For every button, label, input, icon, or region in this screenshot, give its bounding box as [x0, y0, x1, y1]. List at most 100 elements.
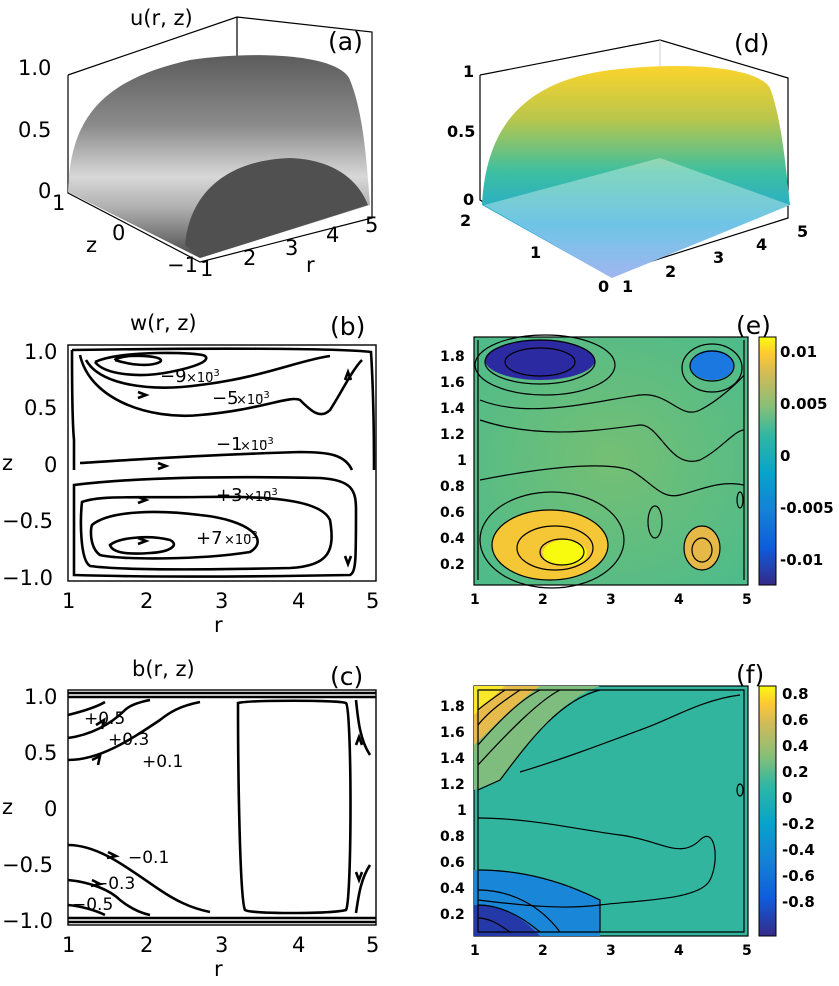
panel-e-cbar-tick-1: 0.01 — [780, 343, 817, 361]
panel-c-contour-label-4: −0.1 — [128, 848, 169, 868]
panel-b-contour-label-5: +7 ×10 −3 — [196, 528, 258, 549]
panel-c-letter: (c) — [330, 662, 363, 691]
svg-text:+3: +3 — [216, 485, 243, 506]
panel-f-ytick-8: 0.4 — [440, 881, 465, 897]
panel-c-axes — [67, 689, 377, 926]
panel-e-xtick-3: 3 — [606, 592, 616, 608]
svg-text:×10: ×10 — [240, 439, 267, 454]
panel-c-xtick-5: 5 — [366, 933, 379, 957]
panel-a-rtick-5: 5 — [365, 213, 378, 237]
panel-d-ztick-1: 1 — [463, 62, 474, 81]
panel-e-ytick-9: 0.2 — [440, 557, 465, 573]
panel-b-xtick-3: 3 — [215, 589, 228, 613]
panel-f-cbar-tick-7: -0.4 — [782, 841, 815, 859]
panel-c-ytick-1: 1.0 — [24, 685, 57, 709]
svg-text:×10: ×10 — [244, 490, 271, 505]
panel-c-ytick-2: 0.5 — [24, 741, 57, 765]
panel-d-rtick-1: 1 — [622, 277, 633, 296]
panel-f-ytick-5: 1 — [457, 803, 467, 819]
panel-e-ytick-7: 0.6 — [440, 505, 465, 521]
svg-text:×10: ×10 — [224, 533, 251, 548]
panel-e-ytick-4: 1.2 — [440, 427, 465, 443]
panel-b-xtick-1: 1 — [62, 589, 75, 613]
panel-c-contour-label-2: +0.3 — [108, 730, 149, 750]
panel-b-xtick-2: 2 — [140, 589, 153, 613]
panel-f-cbar-tick-1: 0.8 — [782, 685, 809, 703]
panel-c-contour-label-3: +0.1 — [142, 752, 183, 772]
panel-a-ztick-1: 1.0 — [18, 56, 51, 80]
panel-f-ytick-1: 1.8 — [440, 699, 465, 715]
panel-f-cbar-tick-3: 0.4 — [782, 737, 809, 755]
panel-e-contours — [474, 334, 745, 589]
panel-d: (d) 1 0.5 0 2 1 0 1 2 3 4 5 — [447, 29, 808, 296]
panel-f-xtick-5: 5 — [742, 943, 752, 959]
panel-b-contour-label-4: +3 ×10 −3 — [216, 485, 278, 506]
svg-text:−1: −1 — [216, 434, 243, 455]
svg-text:−3: −3 — [255, 390, 270, 401]
panel-a-title: u(r, z) — [130, 6, 193, 30]
panel-f-xtick-3: 3 — [606, 943, 616, 959]
panel-f-letter: (f) — [736, 660, 764, 689]
panel-d-ztick-2: 0.5 — [447, 122, 475, 141]
panel-a-rtick-2: 2 — [243, 246, 256, 270]
panel-b-contour-label-1: −9 ×10 −3 — [160, 366, 220, 387]
panel-c-ylabel: z — [2, 795, 13, 819]
panel-f-min-region — [474, 905, 540, 936]
panel-f-ytick-4: 1.2 — [440, 777, 465, 793]
panel-b-contour-label-3: −1 ×10 −3 — [216, 434, 274, 455]
panel-a-ztick-3: 0 — [38, 179, 51, 203]
panel-d-rtick-2: 2 — [665, 262, 676, 281]
panel-d-lefttick-2: 1 — [530, 243, 541, 262]
panel-a-rtick-4: 4 — [326, 223, 339, 247]
panel-a-zside-3: −1 — [167, 253, 198, 277]
panel-a-surface-front — [185, 158, 368, 258]
panel-f-cbar-tick-2: 0.6 — [782, 711, 809, 729]
panel-a: u(r, z) (a) 1.0 0.5 0 1 0 z −1 1 2 3 r 4… — [18, 6, 378, 281]
panel-e-xtick-5: 5 — [742, 592, 752, 608]
panel-d-rtick-3: 3 — [713, 248, 724, 267]
panel-f-ytick-7: 0.6 — [440, 855, 465, 871]
panel-e-ytick-8: 0.4 — [440, 531, 465, 547]
panel-c-contour-label-6: −0.5 — [72, 895, 113, 915]
panel-a-letter: (a) — [328, 27, 363, 56]
svg-text:−3: −3 — [243, 530, 258, 541]
svg-text:+7: +7 — [196, 528, 223, 549]
panel-c-xlabel: r — [214, 957, 223, 981]
panel-c-contour-label-1: +0.5 — [84, 709, 125, 729]
panel-e-letter: (e) — [736, 311, 771, 340]
svg-text:−5: −5 — [212, 388, 239, 409]
panel-c-ytick-4: −0.5 — [2, 853, 53, 877]
panel-e-ytick-2: 1.6 — [440, 375, 465, 391]
panel-f-xtick-4: 4 — [674, 943, 684, 959]
svg-text:−9: −9 — [160, 366, 187, 387]
panel-b-ytick-1: 1.0 — [24, 340, 57, 364]
panel-d-lefttick-1: 2 — [460, 211, 471, 230]
panel-f-ytick-3: 1.4 — [440, 751, 465, 767]
panel-c-contours — [67, 691, 376, 924]
panel-d-rtick-5: 5 — [797, 222, 808, 241]
panel-b-ytick-2: 0.5 — [24, 396, 57, 420]
panel-f-cbar-tick-8: -0.6 — [782, 867, 815, 885]
panel-f-ytick-2: 1.6 — [440, 725, 465, 741]
panel-d-ztick-3: 0 — [463, 190, 474, 209]
panel-e-min2-region — [690, 350, 734, 380]
panel-c-ytick-5: −1.0 — [2, 909, 53, 933]
panel-c-xtick-3: 3 — [215, 933, 228, 957]
panel-b-ytick-4: −0.5 — [2, 509, 53, 533]
panel-a-ztick-2: 0.5 — [18, 118, 51, 142]
panel-a-rtick-1: 1 — [200, 257, 213, 281]
panel-e-cbar-tick-5: -0.01 — [780, 551, 823, 569]
panel-e-xtick-2: 2 — [538, 592, 548, 608]
panel-b-ylabel: z — [2, 451, 13, 475]
panel-b-xtick-4: 4 — [292, 589, 305, 613]
panel-b-ytick-3: 0 — [44, 453, 57, 477]
panel-e-xtick-4: 4 — [674, 592, 684, 608]
panel-b-xtick-5: 5 — [366, 589, 379, 613]
panel-f-cbar-tick-6: -0.2 — [782, 815, 815, 833]
panel-c-xtick-4: 4 — [292, 933, 305, 957]
panel-c-xtick-2: 2 — [140, 933, 153, 957]
panel-c-contour-label-5: −0.3 — [94, 874, 135, 894]
panel-d-rtick-4: 4 — [756, 235, 767, 254]
panel-d-lefttick-3: 0 — [598, 277, 609, 296]
